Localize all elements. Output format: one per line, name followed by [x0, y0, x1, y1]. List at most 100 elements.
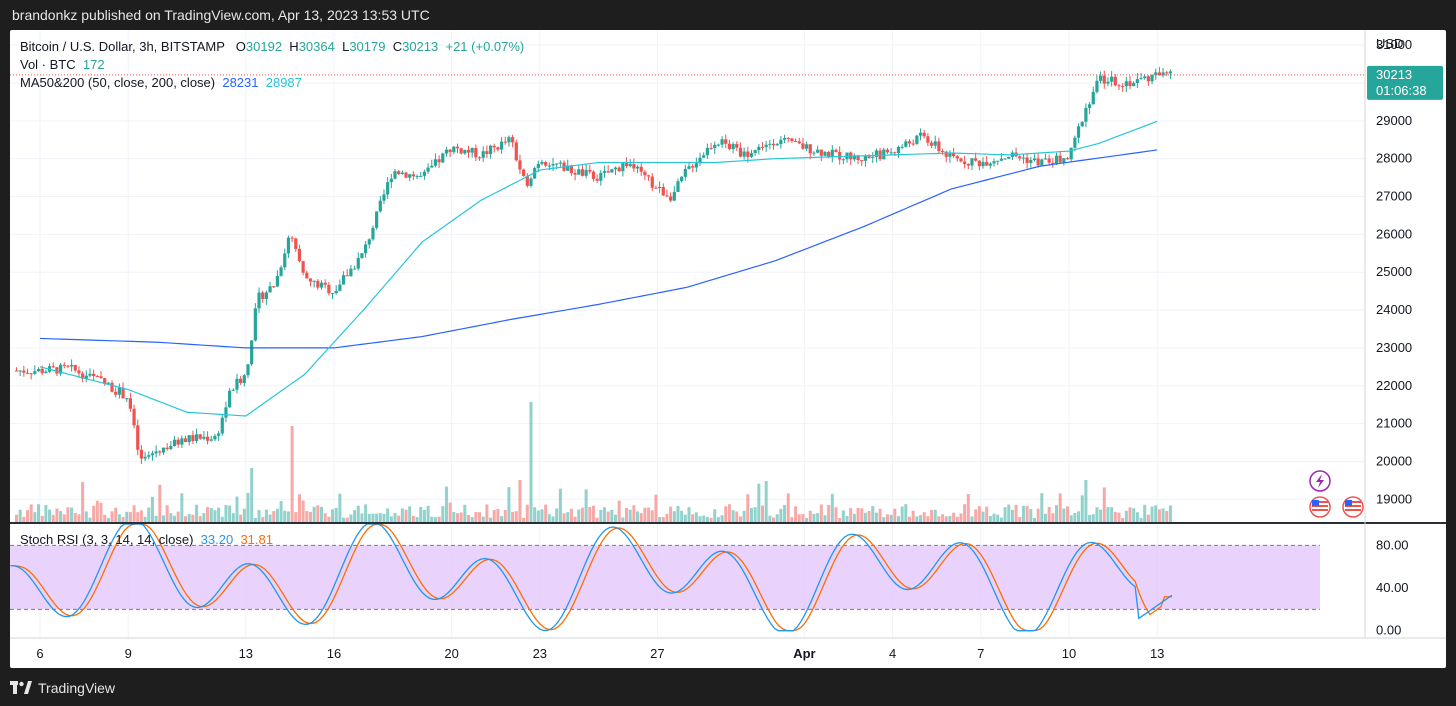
candle-body: [430, 165, 434, 168]
volume-bar: [1088, 514, 1092, 522]
volume-bar: [430, 516, 434, 522]
candle-body: [977, 160, 981, 167]
volume-bar: [779, 508, 783, 522]
symbol-legend[interactable]: Bitcoin / U.S. Dollar, 3h, BITSTAMP O301…: [20, 39, 524, 54]
candle-body: [1128, 81, 1132, 87]
candle-body: [992, 161, 996, 164]
candle-body: [29, 373, 33, 375]
stoch-rsi-legend[interactable]: Stoch RSI (3, 3, 14, 14, close) 33.20 31…: [20, 532, 273, 547]
candle-body: [856, 155, 860, 161]
volume-bar: [261, 517, 265, 522]
candle-body: [117, 387, 121, 395]
volume-bar: [823, 515, 827, 522]
volume-bar: [14, 514, 18, 522]
time-axis[interactable]: 6 9 13 16 20 23 27 Apr 4 7 10 13: [36, 646, 1164, 661]
candle-body: [551, 164, 555, 166]
candle-body: [1025, 157, 1029, 163]
stoch-rsi-d-value: 31.81: [240, 532, 273, 547]
candle-body: [272, 286, 276, 288]
candle-body: [73, 364, 77, 371]
volume-bar: [841, 510, 845, 522]
candle-body: [573, 173, 577, 175]
candle-body: [286, 237, 291, 254]
candle-body: [937, 141, 941, 151]
candle-body: [955, 156, 959, 159]
chart-frame[interactable]: USD 19000 20000 21000 22000 23000 24000 25000 2…: [10, 30, 1446, 668]
candle-body: [169, 446, 173, 450]
chart-canvas[interactable]: USD 19000 20000 21000 22000 23000 24000 25000 2…: [10, 30, 1446, 668]
volume-bar: [103, 514, 107, 522]
rsi-tick-label: 80.00: [1376, 537, 1409, 552]
volume-bar: [1029, 508, 1033, 522]
volume-bar: [569, 508, 573, 522]
ma-legend[interactable]: MA50&200 (50, close, 200, close) 28231 2…: [20, 75, 302, 90]
candle-body: [88, 373, 92, 376]
volume-bar: [930, 510, 934, 522]
volume-bar: [375, 513, 379, 522]
candle-body: [147, 455, 151, 457]
volume-bar: [279, 501, 283, 522]
candle-body: [1165, 72, 1169, 74]
candle-body: [183, 438, 188, 443]
volume-bar: [547, 514, 551, 522]
candle-body: [705, 147, 709, 156]
candle-body: [1117, 85, 1121, 87]
tradingview-logo[interactable]: TradingView: [10, 680, 115, 696]
candle-body: [893, 152, 897, 154]
price-axis[interactable]: 19000 20000 21000 22000 23000 24000 25000 26000…: [1376, 37, 1412, 506]
lightning-event-icon[interactable]: [1309, 470, 1331, 492]
volume-bar: [81, 482, 85, 522]
candle-body: [268, 286, 272, 293]
candle-body: [823, 151, 827, 156]
us-flag-event-icon-future[interactable]: [1342, 496, 1364, 518]
volume-bar: [757, 483, 761, 522]
candle-body: [128, 398, 133, 409]
candle-body: [1021, 157, 1026, 159]
candle-body: [496, 147, 500, 150]
volume-bar: [680, 510, 684, 522]
rsi-axis[interactable]: 0.00 40.00 80.00: [1376, 537, 1409, 637]
price-tick-label: 20000: [1376, 453, 1412, 468]
volume-bar: [117, 514, 121, 522]
candle-body: [466, 149, 471, 153]
candle-body: [1146, 76, 1150, 82]
volume-bar: [33, 512, 37, 522]
volume-bar: [415, 517, 419, 522]
candle-body: [555, 163, 559, 165]
candle-body: [1143, 76, 1147, 79]
candle-body: [316, 280, 320, 288]
volume-bar: [544, 504, 548, 522]
candle-body: [228, 390, 232, 408]
candle-body: [165, 447, 169, 450]
candle-body: [18, 370, 22, 372]
volume-bar: [540, 509, 544, 522]
volume-bar: [900, 506, 904, 522]
candle-body: [92, 373, 96, 377]
candle-body: [775, 144, 779, 146]
candle-body: [591, 171, 596, 179]
candle-body: [481, 151, 485, 158]
candle-body: [356, 258, 360, 269]
volume-bar: [99, 502, 103, 522]
volume-bar: [1143, 504, 1147, 522]
volume-bar: [625, 507, 629, 522]
volume-bar: [283, 510, 287, 522]
volume-bar: [1157, 509, 1161, 522]
volume-bar: [143, 516, 147, 522]
candle-body: [610, 169, 614, 173]
volume-bar: [106, 517, 110, 522]
candle-body: [62, 364, 66, 366]
candle-body: [525, 175, 529, 186]
candle-body: [1062, 158, 1066, 163]
candle-body: [341, 275, 346, 285]
us-flag-event-icon[interactable]: [1309, 496, 1331, 518]
candle-body: [419, 175, 423, 177]
volume-bar: [507, 487, 511, 522]
volume-bar: [161, 515, 165, 522]
candle-body: [735, 144, 739, 148]
volume-bar: [941, 514, 945, 522]
time-tick-label: 13: [239, 646, 253, 661]
volume-legend[interactable]: Vol · BTC 172: [20, 57, 105, 72]
candle-body: [253, 308, 257, 341]
volume-bar: [474, 511, 478, 522]
